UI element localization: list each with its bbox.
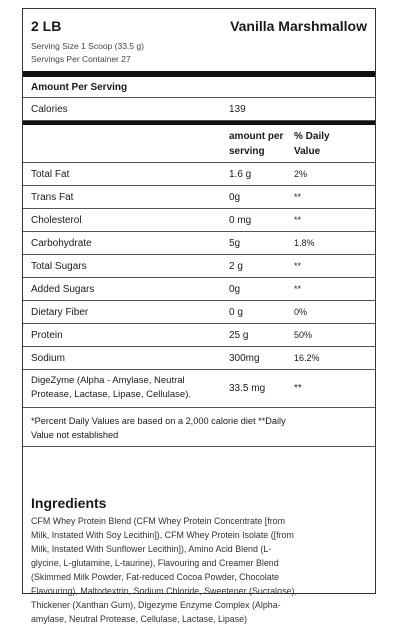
ingredients-line: Flavouring), Maltodextrin, Sodium Chlori…: [31, 586, 297, 596]
nutrient-daily-value: 0%: [294, 307, 308, 317]
calories-label: Calories: [31, 104, 68, 115]
footnote-line2: Value not established: [31, 430, 119, 440]
ingredients-line: CFM Whey Protein Blend (CFM Whey Protein…: [31, 516, 286, 526]
nutrient-name: Total Sugars: [31, 261, 87, 272]
nutrient-name: Carbohydrate: [31, 238, 92, 249]
digezyme-amount: 33.5 mg: [229, 383, 266, 394]
nutrient-daily-value: **: [294, 284, 302, 294]
footnote-text: *Percent Daily Values are based on a 2,0…: [31, 414, 367, 442]
nutrient-amount: 0 g: [229, 307, 243, 318]
nutrient-amount: 25 g: [229, 330, 249, 341]
nutrient-row-digezyme: DigeZyme (Alpha - Amylase, Neutral Protea…: [23, 370, 375, 408]
amount-per-serving-label: Amount Per Serving: [31, 82, 128, 93]
nutrient-daily-value: 16.2%: [294, 353, 320, 363]
digezyme-name-line2: Protease, Lactase, Lipase, Cellulase).: [31, 389, 192, 400]
nutrient-amount: 1.6 g: [229, 169, 252, 180]
daily-value-column-header: % Daily Value: [294, 129, 330, 159]
serving-size: Serving Size 1 Scoop (33.5 g): [31, 41, 144, 51]
nutrient-amount: 300mg: [229, 353, 260, 364]
amount-header-line2: serving: [229, 146, 265, 157]
nutrient-row-protein: Protein 25 g 50%: [23, 324, 375, 347]
nutrient-daily-value: **: [294, 192, 302, 202]
dv-header-line2: Value: [294, 146, 321, 157]
nutrient-row-carbohydrate: Carbohydrate 5g 1.8%: [23, 232, 375, 255]
ingredients-line: Milk, Instated With Soy Lecithin]), CFM …: [31, 530, 294, 540]
nutrient-name: Dietary Fiber: [31, 307, 89, 318]
nutrient-amount: 2 g: [229, 261, 243, 272]
ingredients-line: amylase, Neutral Protease, Cellulase, La…: [31, 614, 248, 624]
servings-per-container: Servings Per Container 27: [31, 54, 131, 64]
nutrient-row-total-sugars: Total Sugars 2 g **: [23, 255, 375, 278]
amount-column-header: amount per serving: [229, 129, 283, 159]
thick-divider: [23, 71, 375, 77]
ingredients-title: Ingredients: [31, 495, 107, 511]
digezyme-name: DigeZyme (Alpha - Amylase, Neutral Protea…: [31, 374, 226, 402]
dv-header-line1: % Daily: [294, 131, 330, 142]
nutrient-name: Sodium: [31, 353, 65, 364]
ingredients-line: (Skimmed Milk Powder, Fat-reduced Cocoa …: [31, 572, 280, 582]
nutrient-daily-value: **: [294, 261, 302, 271]
footnote-line1: *Percent Daily Values are based on a 2,0…: [31, 416, 286, 426]
calories-value: 139: [229, 104, 246, 115]
nutrient-amount: 0g: [229, 192, 241, 203]
nutrient-name: Trans Fat: [31, 192, 74, 203]
nutrient-name: Total Fat: [31, 169, 70, 180]
amount-per-serving-row: Amount Per Serving: [23, 77, 375, 98]
daily-value-footnote: *Percent Daily Values are based on a 2,0…: [23, 408, 375, 447]
nutrient-daily-value: 2%: [294, 169, 308, 179]
calories-row: Calories 139: [23, 98, 375, 121]
nutrient-row-sodium: Sodium 300mg 16.2%: [23, 347, 375, 370]
digezyme-daily-value: **: [294, 383, 302, 394]
nutrient-daily-value: 50%: [294, 330, 313, 340]
label-header: 2 LB Vanilla Marshmallow Serving Size 1 …: [23, 9, 375, 71]
nutrition-facts-panel: 2 LB Vanilla Marshmallow Serving Size 1 …: [22, 8, 376, 624]
ingredients-line: Thickener (Xanthan Gum), Digezyme Enzyme…: [31, 600, 281, 610]
nutrient-amount: 5g: [229, 238, 241, 249]
ingredients-line: glycine, L-glutamine, L-taurine), Flavou…: [31, 558, 279, 568]
amount-header-line1: amount per: [229, 131, 284, 142]
nutrient-row-dietary-fiber: Dietary Fiber 0 g 0%: [23, 301, 375, 324]
package-size: 2 LB: [31, 18, 62, 34]
nutrient-name: Added Sugars: [31, 284, 95, 295]
nutrient-row-cholesterol: Cholesterol 0 mg **: [23, 209, 375, 232]
nutrient-amount: 0g: [229, 284, 241, 295]
nutrient-row-added-sugars: Added Sugars 0g **: [23, 278, 375, 301]
nutrient-row-trans-fat: Trans Fat 0g **: [23, 186, 375, 209]
nutrient-amount: 0 mg: [229, 215, 252, 226]
column-header-row: amount per serving % Daily Value: [23, 121, 375, 163]
flavor-name: Vanilla Marshmallow: [230, 18, 367, 34]
nutrient-daily-value: **: [294, 215, 302, 225]
ingredients-line: Milk, Instated With Sunflower Lecithin])…: [31, 544, 272, 554]
nutrient-row-total-fat: Total Fat 1.6 g 2%: [23, 163, 375, 186]
nutrient-name: Protein: [31, 330, 63, 341]
nutrient-daily-value: 1.8%: [294, 238, 315, 248]
digezyme-name-line1: DigeZyme (Alpha - Amylase, Neutral: [31, 375, 185, 386]
nutrient-name: Cholesterol: [31, 215, 82, 226]
ingredients-text: CFM Whey Protein Blend (CFM Whey Protein…: [31, 514, 371, 626]
